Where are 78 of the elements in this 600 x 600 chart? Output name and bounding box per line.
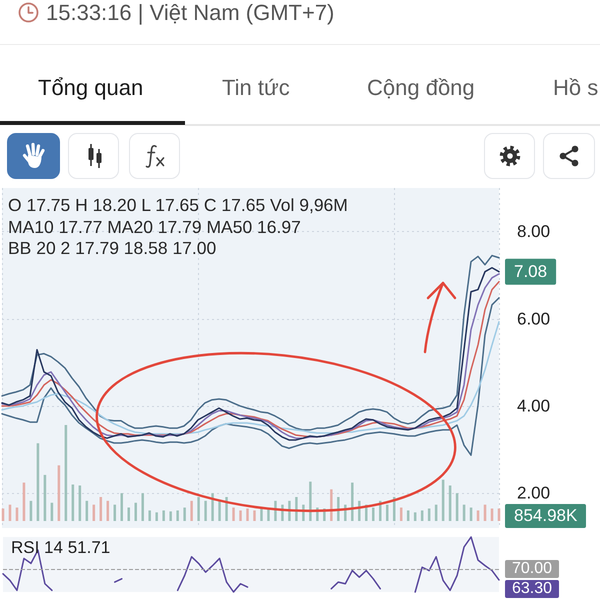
data-label: 7.08 — [514, 262, 548, 282]
text: Tin tức — [222, 75, 290, 100]
bar — [448, 485, 452, 521]
bar — [162, 510, 165, 521]
text: 15:33:16 | Việt Nam (GMT+7) — [46, 0, 334, 25]
text: Hồ s — [553, 75, 598, 100]
bar — [44, 474, 46, 521]
bar — [134, 502, 137, 521]
bar — [337, 497, 340, 521]
line-series — [1, 297, 500, 456]
bar — [295, 497, 298, 521]
bar — [155, 512, 158, 521]
bar — [470, 508, 472, 521]
bar — [330, 489, 333, 521]
bar — [120, 493, 124, 521]
bar — [490, 508, 494, 521]
bar — [190, 500, 193, 521]
bar — [462, 504, 466, 521]
bar — [78, 485, 82, 521]
bar — [434, 504, 438, 521]
bar — [2, 508, 4, 521]
bar — [400, 508, 402, 521]
bar — [100, 497, 102, 521]
bar — [484, 504, 486, 521]
y-tick-label: 8.00 — [517, 222, 550, 242]
bar — [36, 443, 40, 521]
bar — [169, 511, 172, 521]
text: 63.30 — [505, 580, 560, 598]
bar — [498, 508, 500, 521]
bar — [351, 482, 354, 521]
bar — [92, 504, 96, 521]
bar — [114, 504, 116, 521]
chart-title: RSI 14 51.71 — [11, 538, 110, 557]
bar — [232, 508, 235, 521]
bar — [64, 425, 68, 521]
bar — [386, 504, 388, 521]
bar — [16, 508, 18, 521]
bar — [476, 510, 480, 521]
line-series — [1, 321, 500, 435]
y-tick-label: 6.00 — [517, 309, 550, 328]
bar — [127, 508, 130, 521]
bar — [253, 510, 256, 521]
bar — [428, 508, 430, 521]
bar — [50, 502, 54, 521]
bar — [225, 497, 228, 521]
bar — [246, 508, 249, 521]
bar — [442, 480, 444, 521]
text: 854.98K — [505, 504, 586, 528]
bar — [309, 482, 312, 521]
bar — [141, 493, 144, 521]
bar — [420, 510, 424, 521]
text: 70.00 — [505, 560, 560, 578]
annotation: BB 20 2 17.79 18.58 17.00 — [8, 238, 216, 258]
bar — [22, 482, 26, 521]
bar — [372, 508, 375, 521]
bar — [58, 465, 60, 521]
bar — [406, 510, 410, 521]
bar — [72, 484, 74, 521]
bar — [211, 493, 214, 521]
text: Tổng quan — [38, 75, 144, 100]
bar — [86, 500, 88, 521]
y-tick-label: 4.00 — [517, 396, 550, 416]
annotation: MA10 17.77 MA20 17.79 MA50 16.97 — [8, 217, 301, 237]
bar — [148, 510, 151, 521]
bar — [8, 504, 12, 521]
text: Cộng đồng — [367, 75, 475, 100]
bar — [106, 500, 110, 521]
bar — [456, 493, 458, 521]
annotation: O 17.75 H 18.20 L 17.65 C 17.65 Vol 9,96M — [8, 195, 348, 215]
bar — [218, 500, 221, 521]
bar — [30, 500, 32, 521]
bar — [183, 508, 186, 521]
y-tick-label: 2.00 — [517, 484, 550, 503]
bar — [176, 510, 179, 521]
bar — [204, 500, 207, 521]
bar — [239, 510, 242, 521]
bar — [414, 512, 416, 521]
bar — [197, 497, 200, 521]
